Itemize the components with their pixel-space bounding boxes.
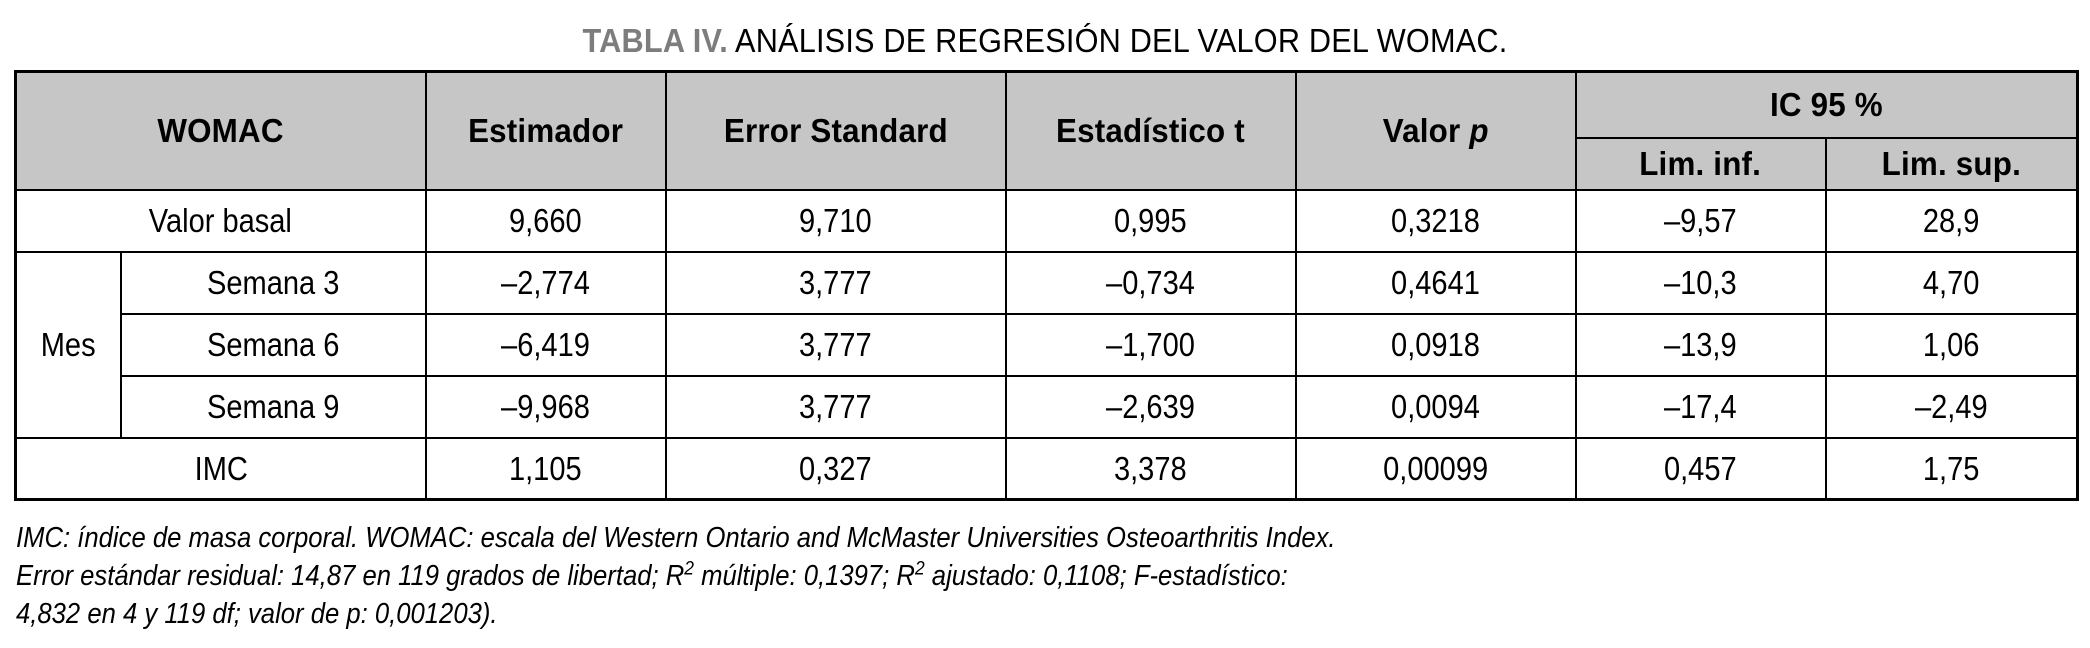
header-valor-p-symbol: p: [1469, 112, 1489, 150]
header-valor-p-prefix: Valor: [1382, 112, 1470, 150]
row-label-valor-basal: Valor basal: [14, 188, 427, 253]
table-title-text: ANÁLISIS DE REGRESIÓN DEL VALOR DEL WOMA…: [735, 22, 1508, 59]
footnote-line-1: IMC: índice de masa corporal. WOMAC: esc…: [16, 522, 1336, 554]
header-error-standard: Error Standard: [664, 70, 1007, 191]
row-label-semana-6: Semana 6: [119, 312, 427, 377]
header-womac: WOMAC: [14, 70, 427, 191]
table-header: WOMAC Estimador Error Standard Estadísti…: [14, 70, 2079, 191]
footnote-line-2: Error estándar residual: 14,87 en 119 gr…: [16, 557, 1868, 595]
table-body: Valor basal 9,660 9,710 0,995 0,3218 –9,…: [14, 188, 2079, 501]
table-row: IMC 1,105 0,327 3,378 0,00099 0,457 1,75: [14, 436, 2079, 501]
cell-estadistico-t: –2,639: [1004, 374, 1297, 439]
cell-lim-sup: 1,75: [1824, 436, 2079, 501]
header-ic95-label: IC 95 %: [1769, 86, 1883, 124]
table-container: WOMAC Estimador Error Standard Estadísti…: [0, 70, 2090, 501]
cell-lim-inf: –9,57: [1574, 188, 1827, 253]
header-estadistico-t: Estadístico t: [1004, 70, 1297, 191]
table-row: Mes Semana 3 –2,774 3,777 –0,734 0,4641 …: [14, 250, 2079, 439]
cell-valor-p: 0,00099: [1294, 436, 1577, 501]
header-lim-sup: Lim. sup.: [1824, 136, 2079, 191]
table-row: Valor basal 9,660 9,710 0,995 0,3218 –9,…: [14, 188, 2079, 253]
regression-table: WOMAC Estimador Error Standard Estadísti…: [14, 70, 2080, 501]
header-valor-p: Valor p: [1294, 70, 1577, 191]
footnote-r-squared-exponent-2: 2: [914, 557, 925, 580]
table-number-label: TABLA IV.: [582, 22, 729, 59]
row-label-semana-9: Semana 9: [119, 374, 427, 439]
footnote-line-2-part-c: ajustado: 0,1108; F-estadístico:: [924, 560, 1288, 593]
page-title: TABLA IV. ANÁLISIS DE REGRESIÓN DEL VALO…: [73, 0, 2017, 70]
cell-estimador: –9,968: [424, 374, 667, 439]
cell-estimador: 9,660: [424, 188, 667, 253]
header-lim-inf: Lim. inf.: [1574, 136, 1827, 191]
cell-valor-p: 0,0918: [1294, 312, 1577, 377]
cell-error-standard: 3,777: [664, 250, 1007, 315]
header-row-secondary: Lim. inf. Lim. sup.: [16, 136, 2079, 191]
header-valor-p-label: Valor p: [1383, 114, 1489, 147]
table-row: Semana 6 –6,419 3,777 –1,700 0,0918 –13,…: [16, 312, 2079, 377]
cell-estadistico-t: 3,378: [1004, 436, 1297, 501]
header-womac-label: WOMAC: [157, 112, 284, 150]
cell-estadistico-t: –0,734: [1004, 250, 1297, 315]
footnote-line-3: 4,832 en 4 y 119 df; valor de p: 0,00120…: [16, 598, 498, 631]
cell-error-standard: 9,710: [664, 188, 1007, 253]
header-estimador-label: Estimador: [467, 112, 624, 150]
cell-estimador: –6,419: [424, 312, 667, 377]
cell-estadistico-t: –1,700: [1004, 312, 1297, 377]
cell-lim-sup: –2,49: [1824, 374, 2079, 439]
header-lim-sup-label: Lim. sup.: [1881, 145, 2021, 182]
cell-error-standard: 3,777: [664, 312, 1007, 377]
cell-lim-inf: –17,4: [1574, 374, 1827, 439]
cell-estimador: 1,105: [424, 436, 667, 501]
cell-lim-inf: 0,457: [1574, 436, 1827, 501]
table-row: Semana 9 –9,968 3,777 –2,639 0,0094 –17,…: [16, 374, 2079, 439]
header-error-standard-label: Error Standard: [723, 112, 948, 150]
footnote-line-2-part-a: Error estándar residual: 14,87 en 119 gr…: [16, 560, 685, 593]
cell-lim-sup: 4,70: [1824, 250, 2079, 315]
header-estimador: Estimador: [424, 70, 667, 191]
footnote-r-squared-exponent-1: 2: [684, 557, 694, 580]
cell-lim-inf: –10,3: [1574, 250, 1827, 315]
cell-valor-p: 0,4641: [1294, 250, 1577, 315]
row-label-semana-3: Semana 3: [119, 250, 427, 315]
footnote-line-2-part-b: múltiple: 0,1397; R: [693, 560, 915, 593]
table-footnote: IMC: índice de masa corporal. WOMAC: esc…: [0, 501, 2090, 634]
cell-error-standard: 0,327: [664, 436, 1007, 501]
header-ic95: IC 95 %: [1574, 70, 2079, 139]
header-row-primary: WOMAC Estimador Error Standard Estadísti…: [14, 70, 2079, 191]
header-lim-inf-label: Lim. inf.: [1639, 145, 1762, 182]
cell-valor-p: 0,3218: [1294, 188, 1577, 253]
cell-lim-inf: –13,9: [1574, 312, 1827, 377]
cell-estimador: –2,774: [424, 250, 667, 315]
cell-estadistico-t: 0,995: [1004, 188, 1297, 253]
header-estadistico-t-label: Estadístico t: [1056, 112, 1245, 150]
row-label-imc: IMC: [14, 436, 427, 501]
cell-error-standard: 3,777: [664, 374, 1007, 439]
cell-lim-sup: 28,9: [1824, 188, 2079, 253]
cell-lim-sup: 1,06: [1824, 312, 2079, 377]
row-group-label-mes: Mes: [14, 250, 122, 439]
cell-valor-p: 0,0094: [1294, 374, 1577, 439]
